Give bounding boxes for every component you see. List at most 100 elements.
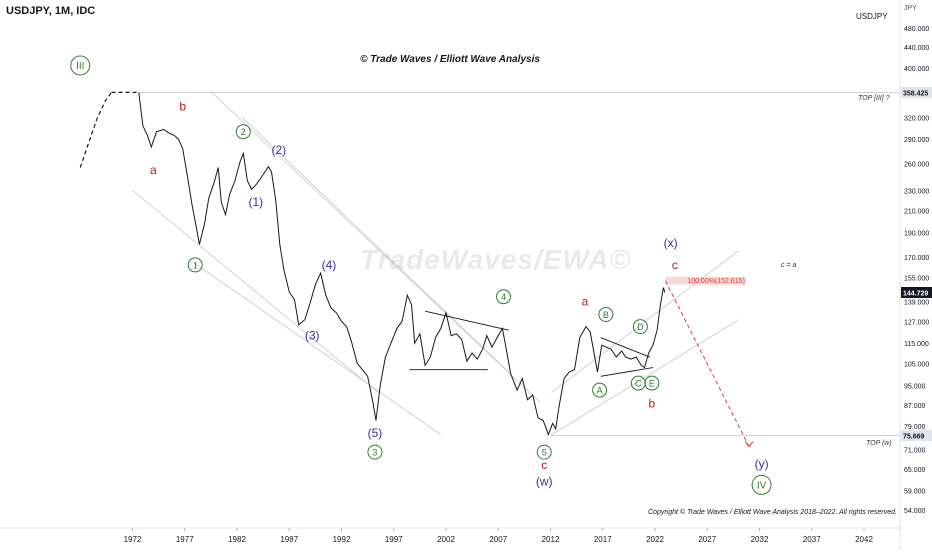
wave-label: c [672, 258, 678, 272]
projection-path [664, 280, 750, 447]
x-tick-label: 2002 [437, 535, 455, 544]
wave-label: (x) [664, 236, 678, 250]
fib-target-zone [665, 276, 746, 285]
y-tick-label: 440.000 [904, 45, 929, 52]
y-tick-label: 54.000 [904, 508, 926, 515]
wave-label: (4) [322, 258, 337, 272]
x-tick-label: 2017 [594, 535, 612, 544]
wave-label: a [150, 163, 157, 177]
channel-line [132, 189, 379, 393]
wave-label-circle [751, 474, 772, 495]
wave-label: c [541, 458, 547, 472]
y-tick-label: 79.000 [904, 424, 926, 431]
projection-arrowhead [744, 441, 754, 448]
wave-label-circle [367, 444, 383, 460]
x-tick-label: 2012 [542, 535, 560, 544]
dashed-price-line [79, 92, 113, 168]
c-equals-a-annotation: c = a [781, 262, 797, 269]
x-tick-label: 1982 [228, 535, 246, 544]
x-tick-label: 1972 [124, 535, 142, 544]
y-tick-label: 290.000 [904, 137, 929, 144]
price-label-bg [901, 430, 932, 442]
triangle-lower-line [600, 367, 653, 377]
x-tick-label: 2032 [751, 535, 769, 544]
y-tick-label: 320.000 [904, 115, 929, 122]
triangle-upper-line [600, 337, 650, 358]
y-tick-label: 115.000 [904, 341, 929, 348]
wave-label: III [76, 61, 84, 72]
y-tick-label: 210.000 [904, 208, 929, 215]
x-tick-label: 2007 [489, 535, 507, 544]
wave-label: (5) [368, 426, 383, 440]
wave-label-circle [495, 289, 511, 305]
price-line [138, 92, 666, 437]
price-label-bg [901, 86, 932, 98]
wave-label-circle [187, 257, 203, 273]
wave-label-circle [235, 124, 251, 140]
y-tick-label: 155.000 [904, 275, 929, 282]
wave-label: 4 [501, 292, 506, 302]
x-tick-label: 2037 [803, 535, 821, 544]
chart-title: © Trade Waves / Elliott Wave Analysis [360, 54, 540, 65]
watermark: TradeWaves/EWA© [360, 244, 632, 275]
price-label-bg [901, 287, 932, 299]
y-tick-label: 105.000 [904, 361, 929, 368]
wave-label: A [597, 386, 603, 396]
wave-label-circle [592, 382, 608, 398]
y-tick-label: 95.000 [904, 383, 926, 390]
price-label: 358.425 [903, 90, 928, 97]
wave-label: b [179, 100, 186, 114]
y-tick-label: 480.000 [904, 26, 929, 33]
y-tick-label: 170.000 [904, 255, 929, 262]
channel-line [241, 117, 512, 375]
triangle-upper-line [425, 310, 509, 331]
y-tick-label: 65.000 [904, 467, 926, 474]
currency-short-label: USDJPY [856, 12, 888, 21]
wave-label-circle [70, 55, 91, 76]
wave-label: 1 [193, 260, 198, 270]
copyright-notice: Copyright © Trade Waves / Elliott Wave A… [648, 509, 897, 516]
symbol-label: USDJPY, 1M, IDC [6, 5, 96, 17]
wave-label-circle [536, 444, 552, 460]
fib-target-label: 100.00%(152.615) [687, 278, 745, 285]
y-tick-label: 190.000 [904, 230, 929, 237]
wave-label: (w) [536, 474, 553, 488]
x-tick-label: 2022 [646, 535, 664, 544]
channel-line [210, 91, 541, 403]
x-tick-label: 1987 [280, 535, 298, 544]
wave-label: 5 [542, 448, 547, 458]
y-tick-label: 71.000 [904, 448, 926, 455]
top-w-annotation: TOP (w) [866, 440, 892, 447]
y-tick-label: 400.000 [904, 66, 929, 73]
x-tick-label: 1992 [333, 535, 351, 544]
wave-label: (y) [755, 457, 769, 471]
x-tick-label: 1977 [176, 535, 194, 544]
top-iii-annotation: TOP [III] ? [858, 95, 890, 102]
wave-label: D [637, 322, 644, 332]
currency-unit-label: JPY [904, 5, 917, 12]
wave-label: IV [757, 480, 767, 491]
y-tick-label: 230.000 [904, 188, 929, 195]
wave-label: (2) [271, 143, 286, 157]
y-tick-label: 139.000 [904, 299, 929, 306]
x-tick-label: 2042 [855, 535, 873, 544]
wave-label-circle [644, 375, 660, 391]
wave-label-circle [632, 319, 648, 335]
wave-label: B [603, 310, 609, 320]
wave-label: 2 [241, 127, 246, 137]
wave-label: b [649, 397, 656, 411]
wave-label-circle [598, 306, 614, 322]
wave-label: (1) [248, 195, 263, 209]
y-tick-label: 127.000 [904, 319, 929, 326]
wave-label: 3 [372, 448, 377, 458]
price-label: 144.729 [903, 291, 928, 298]
wave-label: C [635, 379, 642, 389]
channel-line [550, 319, 739, 436]
x-tick-label: 1997 [385, 535, 403, 544]
y-tick-label: 87.000 [904, 403, 926, 410]
x-tick-label: 2027 [698, 535, 716, 544]
wave-label: (3) [305, 329, 320, 343]
y-tick-label: 260.000 [904, 161, 929, 168]
